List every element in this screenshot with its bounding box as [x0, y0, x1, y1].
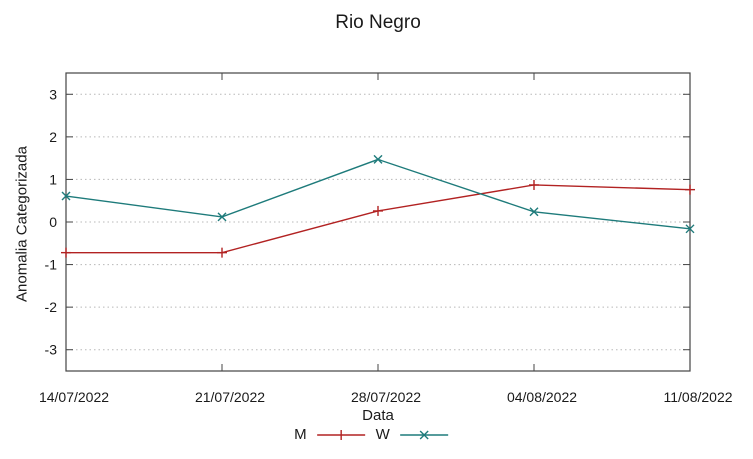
- x-tick-label: 28/07/2022: [351, 389, 421, 405]
- legend-entry-w: W: [376, 426, 450, 443]
- x-axis-title: Data: [362, 407, 394, 424]
- legend-sample-line-w: [399, 430, 448, 439]
- y-tick-label: 3: [49, 86, 57, 102]
- y-tick-label: -2: [45, 299, 58, 315]
- legend-label-m: M: [294, 426, 307, 443]
- y-tick-label: -3: [45, 342, 58, 358]
- y-tick-label: 2: [49, 129, 57, 145]
- plot-border: [65, 72, 691, 372]
- legend-label-w: W: [375, 426, 390, 443]
- y-tick-label: 1: [49, 171, 57, 187]
- x-tick-label: 04/08/2022: [507, 389, 577, 405]
- x-tick-label: 21/07/2022: [195, 389, 265, 405]
- series-line-w: [65, 158, 691, 230]
- y-tick-label: -1: [45, 257, 58, 273]
- cross-marker-icon: [685, 224, 695, 234]
- chart-title: Rio Negro: [335, 12, 421, 33]
- legend-entry-m: M: [294, 426, 367, 443]
- chart-legend: M W: [294, 426, 450, 443]
- y-tick-label: 0: [49, 214, 57, 230]
- x-tick-label: 11/08/2022: [663, 389, 732, 405]
- legend-sample-line-m: [316, 429, 365, 440]
- cross-marker-icon: [61, 191, 71, 201]
- legend-cross-marker-icon: [419, 430, 429, 439]
- cross-marker-icon: [373, 154, 383, 164]
- x-tick-label: 14/07/2022: [39, 389, 109, 405]
- cross-marker-icon: [529, 207, 539, 217]
- cross-marker-icon: [217, 212, 227, 222]
